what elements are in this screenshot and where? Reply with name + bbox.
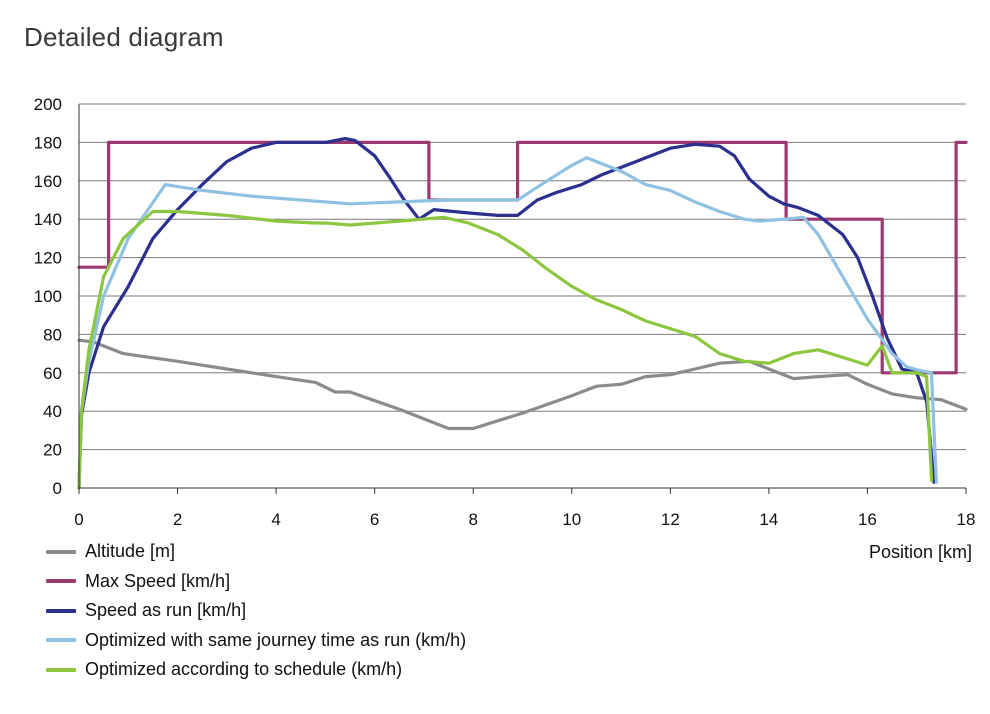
page-title: Detailed diagram (24, 22, 224, 52)
x-tick-label: 2 (173, 510, 182, 529)
x-tick-label: 4 (271, 510, 280, 529)
y-tick-label: 0 (53, 479, 62, 498)
y-tick-label: 60 (43, 364, 62, 383)
legend-swatch (46, 549, 76, 554)
legend: Altitude [m] Max Speed [km/h] Speed as run… (46, 537, 466, 685)
x-tick-label: 16 (858, 510, 877, 529)
series-optimized-same-time (77, 156, 939, 490)
series-speed-as-run (77, 137, 936, 490)
legend-label: Optimized according to schedule (km/h) (85, 659, 403, 680)
x-axis-tick-labels: 0 2 4 6 8 10 12 14 16 18 (74, 510, 975, 529)
y-tick-label: 100 (34, 287, 62, 306)
legend-label: Optimized with same journey time as run … (85, 629, 467, 650)
x-axis-title: Position [km] (869, 542, 972, 562)
y-tick-label: 180 (34, 133, 62, 152)
legend-label: Speed as run [km/h] (85, 600, 247, 621)
y-axis-tick-labels: 0 20 40 60 80 100 120 140 160 180 200 (34, 95, 62, 498)
y-tick-label: 140 (34, 210, 62, 229)
legend-label: Altitude [m] (85, 541, 176, 562)
legend-swatch (46, 579, 76, 584)
series-max-speed (77, 140, 968, 375)
legend-item: Altitude [m] (46, 537, 466, 567)
y-tick-label: 40 (43, 402, 62, 421)
axes (78, 104, 967, 494)
x-tick-label: 6 (370, 510, 379, 529)
x-tick-label: 8 (468, 510, 477, 529)
series-optimized-schedule (77, 209, 934, 490)
legend-item: Optimized with same journey time as run … (46, 626, 466, 656)
legend-item: Max Speed [km/h] (46, 567, 466, 597)
y-tick-label: 160 (34, 172, 62, 191)
x-tick-label: 10 (562, 510, 581, 529)
legend-label: Max Speed [km/h] (85, 570, 231, 591)
legend-item: Optimized according to schedule (km/h) (46, 655, 466, 685)
legend-swatch (46, 667, 76, 672)
y-tick-label: 200 (34, 95, 62, 114)
x-tick-label: 14 (759, 510, 778, 529)
legend-swatch (46, 608, 76, 613)
y-tick-label: 20 (43, 441, 62, 460)
legend-swatch (46, 638, 76, 643)
y-tick-label: 120 (34, 249, 62, 268)
legend-item: Speed as run [km/h] (46, 596, 466, 626)
series-lines (77, 137, 968, 490)
x-tick-label: 18 (957, 510, 976, 529)
x-tick-label: 0 (74, 510, 83, 529)
x-tick-label: 12 (661, 510, 680, 529)
series-altitude (77, 338, 968, 431)
y-tick-label: 80 (43, 325, 62, 344)
grid-lines (79, 103, 966, 451)
